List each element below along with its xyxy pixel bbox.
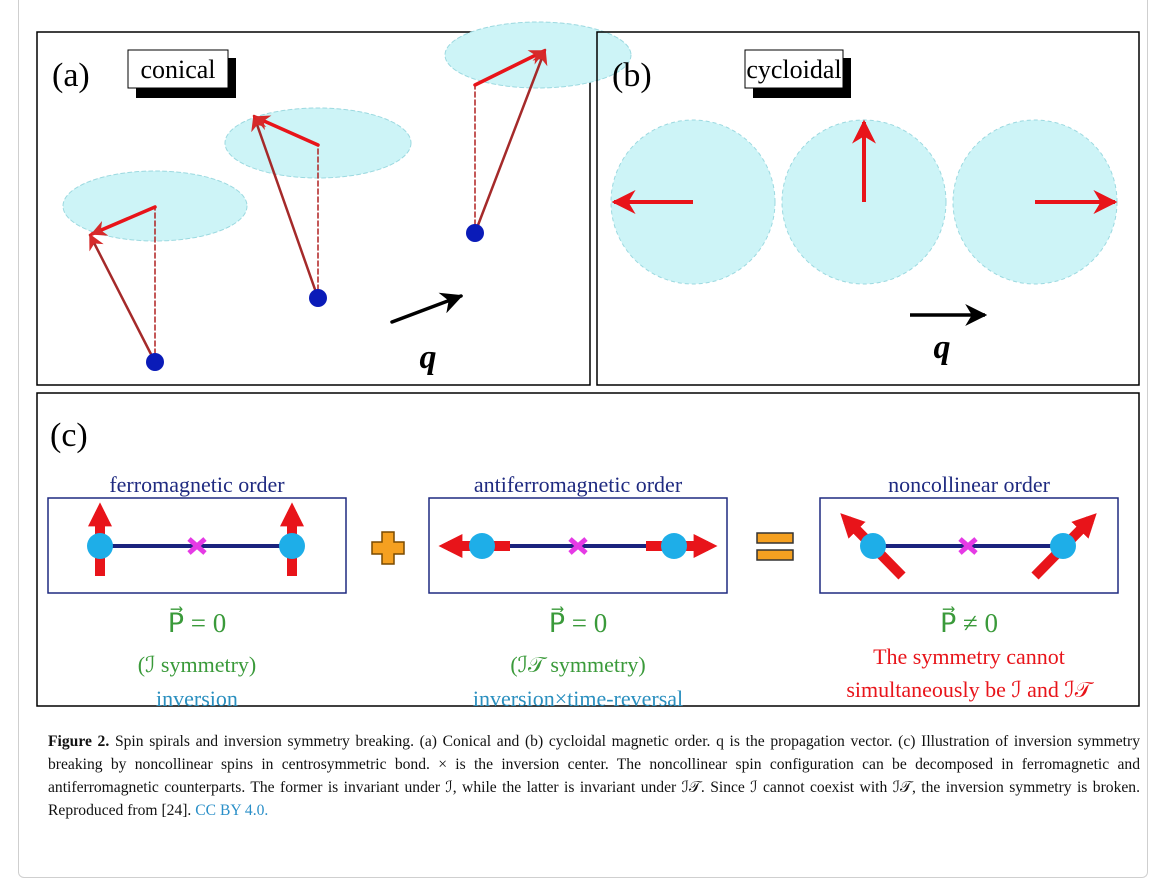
caption-label: Figure 2. <box>48 733 109 750</box>
vector-label: q <box>934 329 951 366</box>
page: (a) conical q (b) cycloidal q (c) <box>0 0 1168 895</box>
panel-title: cycloidal <box>746 55 841 84</box>
vector-label: q <box>420 339 437 376</box>
polarization: P⃗ = 0 <box>168 606 227 638</box>
license-link[interactable]: CC BY 4.0. <box>195 802 268 819</box>
panel-label: (b) <box>612 57 652 94</box>
caption-source: Reproduced from [24]. <box>48 802 191 819</box>
polarization: P⃗ ≠ 0 <box>940 606 998 638</box>
symmetry-note: The symmetry cannot <box>873 644 1065 669</box>
order-title: ferromagnetic order <box>109 472 285 497</box>
symmetry: (ℐ symmetry) <box>138 652 256 677</box>
cycloidal-drawing <box>611 120 1117 315</box>
figure: (a) conical q (b) cycloidal q (c) <box>0 0 1168 720</box>
order-title: noncollinear order <box>888 472 1051 497</box>
panel-title: conical <box>140 55 215 84</box>
panel-label: (a) <box>52 57 90 94</box>
bond-diagrams <box>48 498 1118 593</box>
polarization: P⃗ = 0 <box>549 606 608 638</box>
symmetry-meaning: inversion×time-reversal <box>473 686 683 711</box>
order-title: antiferromagnetic order <box>474 472 683 497</box>
caption-text: Spin spirals and inversion symmetry brea… <box>48 733 1140 796</box>
symmetry: (ℐ𝒯 symmetry) <box>510 652 645 677</box>
panel-label: (c) <box>50 417 88 454</box>
symmetry-note: simultaneously be ℐ and ℐ𝒯 <box>846 677 1094 702</box>
caption: Figure 2. Spin spirals and inversion sym… <box>48 730 1140 822</box>
symmetry-meaning: inversion <box>156 686 238 711</box>
